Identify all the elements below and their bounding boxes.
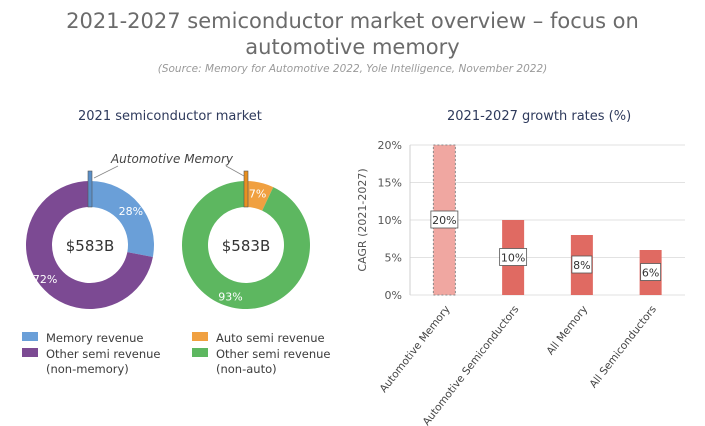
bar-value-box-0 [430,210,459,229]
legend-label-other-auto-sub: (non-auto) [216,362,277,376]
legend-swatch-memory [22,332,38,341]
donut-section-title: 2021 semiconductor market [78,109,262,124]
bar-chart: 0% 5% 10% 15% 20% CAGR (2021-2027) 20% Automoti… [356,139,685,426]
memory-donut: 28% 72% $583B [26,170,154,309]
legend-label-other-memory: Other semi revenue [46,347,161,361]
legend-swatch-other-memory [22,348,38,357]
y-tick-label-1: 5% [385,252,402,265]
callout-leader-left [93,165,119,179]
x-category-label-3: All Semiconductors [587,303,659,390]
legend-swatch-auto [192,332,208,341]
bar-value-box-3 [640,263,662,281]
bar-value-box-2 [571,255,593,274]
x-category-label-0: Automotive Memory [378,303,453,395]
legend-label-auto: Auto semi revenue [216,331,325,345]
legend-label-other-auto: Other semi revenue [216,347,331,361]
auto-donut-slice-1 [182,181,310,309]
auto-donut-highlight-marker [243,170,249,208]
bar-value-box-1 [499,248,528,266]
callout-leader-right [225,165,245,177]
memory-donut-slice-0 [90,181,154,257]
bar-value-label-3: 6% [642,267,659,280]
auto-donut: 7% 93% $583B [182,170,310,309]
memory-donut-slice-label-1: 72% [33,273,57,286]
legend-auto: Auto semi revenue [192,331,325,346]
bar-section-title: 2021-2027 growth rates (%) [447,109,632,124]
y-tick-label-3: 15% [378,177,402,190]
auto-donut-slice-label-0: 7% [249,187,266,200]
auto-donut-slice-0 [246,181,274,211]
auto-donut-center-label: $583B [222,237,270,255]
legend-label-other-memory-sub: (non-memory) [46,362,129,376]
y-axis-title: CAGR (2021-2027) [356,168,369,271]
memory-donut-slice-1 [26,181,153,309]
source-note: (Source: Memory for Automotive 2022, Yol… [157,63,548,75]
memory-donut-slice-label-0: 28% [119,205,143,218]
automotive-memory-callout: Automotive Memory [110,152,234,166]
y-tick-label-4: 20% [378,139,402,152]
legend-swatch-other-auto [192,348,208,357]
donut-charts: 28% 72% $583B 7% 93% $583B [26,165,310,309]
page-title-line-2: automotive memory [245,35,460,59]
bar-value-label-1: 10% [501,252,525,265]
memory-donut-highlight-marker [87,170,93,208]
legend-other-memory: Other semi revenue (non-memory) [22,347,161,377]
legend-label-memory: Memory revenue [46,331,144,345]
legend-other-auto: Other semi revenue (non-auto) [192,347,331,377]
y-tick-label-0: 0% [385,289,402,302]
auto-donut-slice-label-1: 93% [218,291,242,304]
x-category-label-2: All Memory [544,303,590,357]
bar-value-label-0: 20% [432,214,456,227]
bar-value-label-2: 8% [573,259,590,272]
memory-donut-center-label: $583B [66,237,114,255]
y-tick-label-2: 10% [378,214,402,227]
page-title-line-1: 2021-2027 semiconductor market overview … [66,9,639,33]
legend-memory: Memory revenue [22,331,144,346]
